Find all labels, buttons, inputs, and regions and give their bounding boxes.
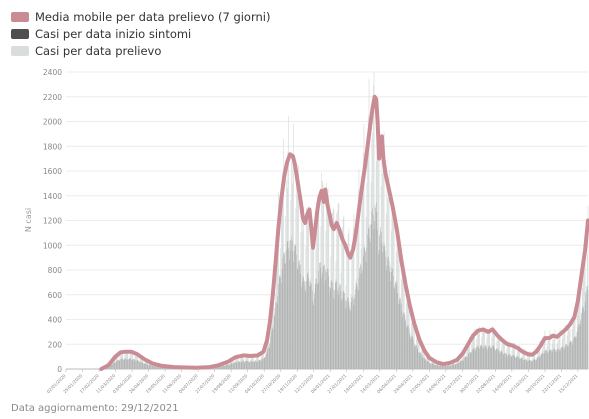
y-tick-label: 800	[48, 266, 63, 275]
chart-legend: Media mobile per data prelievo (7 giorni…	[11, 8, 270, 59]
last-updated: Data aggiornamento: 29/12/2021	[11, 403, 179, 414]
y-axis-label: N casi	[24, 208, 33, 232]
y-tick-label: 2200	[43, 93, 62, 102]
moving-average-line	[99, 94, 589, 371]
y-tick-label: 200	[48, 340, 63, 349]
y-tick-label: 1800	[43, 142, 62, 151]
y-tick-label: 1000	[43, 241, 62, 250]
moving-average-swatch	[11, 11, 29, 22]
legend-label-moving-average: Media mobile per data prelievo (7 giorni…	[35, 9, 271, 24]
sample-date-swatch	[11, 45, 29, 56]
y-tick-label: 1600	[43, 167, 62, 176]
legend-label-sample-date: Casi per data prelievo	[35, 43, 162, 58]
y-tick-label: 1200	[43, 217, 62, 226]
y-tick-label: 2000	[43, 118, 62, 127]
y-tick-label: 0	[57, 365, 62, 374]
y-tick-label: 2400	[43, 68, 62, 77]
legend-item-sample-date[interactable]: Casi per data prelievo	[11, 42, 270, 59]
legend-label-symptom-onset: Casi per data inizio sintomi	[35, 26, 192, 41]
y-tick-label: 600	[48, 291, 63, 300]
moving-average-layer	[99, 94, 589, 371]
cases-chart: 0 200 400 600 800 1000 1200 1400 1600 1800 2000 220…	[24, 68, 589, 395]
y-tick-label: 1400	[43, 192, 62, 201]
legend-item-symptom-onset[interactable]: Casi per data inizio sintomi	[11, 25, 270, 42]
x-axis: 02/01/202025/01/202017/02/202011/03/2020…	[46, 369, 580, 395]
symptom-onset-swatch	[11, 28, 29, 39]
y-axis: 0 200 400 600 800 1000 1200 1400 1600 1800 2000 220…	[43, 68, 62, 374]
legend-item-moving-average[interactable]: Media mobile per data prelievo (7 giorni…	[11, 8, 270, 25]
y-tick-label: 400	[48, 316, 63, 325]
grid-lines	[66, 71, 588, 370]
